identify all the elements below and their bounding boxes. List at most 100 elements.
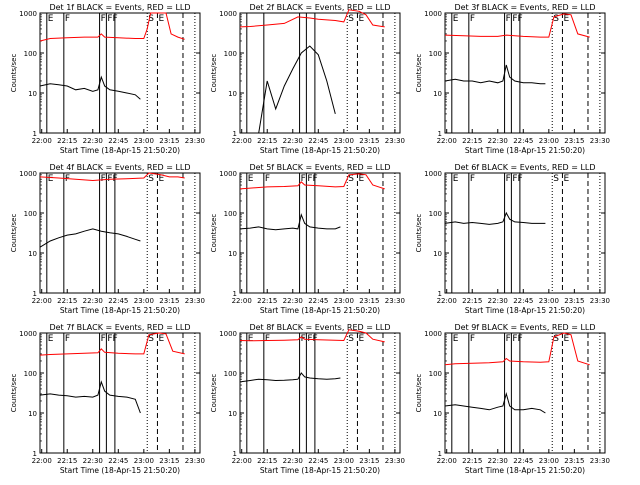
y-tick-label: 1000 (19, 330, 37, 338)
event-marker-label: F (506, 334, 511, 344)
event-marker-label: E (48, 334, 54, 344)
x-tick-label: 22:15 (462, 297, 482, 305)
event-marker-label: E (453, 174, 459, 184)
y-tick-label: 10 (228, 250, 237, 258)
event-marker-label: S (148, 14, 154, 24)
panel-title: Det 1f BLACK = Events, RED = LLD (49, 3, 190, 12)
x-tick-label: 23:30 (385, 457, 405, 465)
y-tick-label: 10 (433, 250, 442, 258)
event-marker-label: S (348, 334, 354, 344)
plot-frame (239, 332, 401, 454)
y-tick-label: 100 (429, 370, 442, 378)
panel-title: Det 6f BLACK = Events, RED = LLD (454, 163, 595, 172)
panel-title: Det 3f BLACK = Events, RED = LLD (454, 3, 595, 12)
x-tick-label: 23:15 (564, 457, 584, 465)
plot-frame (39, 12, 201, 134)
x-tick-label: 23:00 (134, 137, 154, 145)
x-tick-label: 22:30 (83, 457, 103, 465)
events-series-line (444, 392, 546, 414)
event-marker-label: E (358, 334, 364, 344)
panel-title: Det 5f BLACK = Events, RED = LLD (249, 163, 390, 172)
x-tick-label: 22:45 (108, 297, 128, 305)
y-tick-label: 100 (24, 370, 37, 378)
x-tick-label: 23:00 (539, 137, 559, 145)
x-tick-label: 23:30 (185, 137, 205, 145)
event-marker-label: F (470, 14, 475, 24)
y-axis-label: Counts/sec (210, 214, 218, 253)
y-axis-label: Counts/sec (415, 214, 423, 253)
y-tick-label: 1000 (19, 10, 37, 18)
event-marker-label: E (563, 14, 569, 24)
x-tick-label: 22:30 (283, 457, 303, 465)
y-tick-label: 1000 (424, 330, 442, 338)
event-marker-label: F (265, 174, 270, 184)
event-marker-label: E (563, 174, 569, 184)
x-tick-label: 22:45 (108, 137, 128, 145)
x-axis-label: Start Time (18-Apr-15 21:50:20) (465, 146, 585, 155)
x-tick-label: 22:15 (257, 457, 277, 465)
x-tick-label: 22:45 (513, 297, 533, 305)
x-tick-label: 22:30 (83, 137, 103, 145)
y-tick-label: 1000 (424, 170, 442, 178)
x-tick-label: 23:30 (590, 457, 610, 465)
event-marker-label: F (470, 174, 475, 184)
y-tick-label: 1000 (424, 10, 442, 18)
event-marker-label: FF (307, 174, 317, 184)
lld-series-line (444, 13, 590, 38)
x-axis-label: Start Time (18-Apr-15 21:50:20) (260, 306, 380, 315)
plot-frame (444, 332, 606, 454)
plot-frame (444, 12, 606, 134)
event-marker-label: E (48, 14, 54, 24)
event-marker-label: S (348, 14, 354, 24)
y-axis-label: Counts/sec (210, 374, 218, 413)
y-tick-label: 1 (33, 450, 37, 458)
panel-title: Det 4f BLACK = Events, RED = LLD (49, 163, 190, 172)
event-marker-label: FF (107, 14, 117, 24)
x-tick-label: 22:15 (57, 457, 77, 465)
y-tick-label: 1 (33, 290, 37, 298)
y-tick-label: 10 (228, 410, 237, 418)
x-tick-label: 22:45 (308, 297, 328, 305)
x-tick-label: 23:15 (159, 297, 179, 305)
lld-series-line (239, 173, 385, 190)
plot-frame (39, 172, 201, 294)
x-tick-label: 22:00 (232, 457, 252, 465)
x-tick-label: 23:15 (564, 137, 584, 145)
x-tick-label: 22:00 (437, 457, 457, 465)
x-tick-label: 23:30 (590, 297, 610, 305)
event-marker-label: F (101, 334, 106, 344)
event-marker-label: S (553, 14, 559, 24)
y-tick-label: 10 (433, 410, 442, 418)
detector-panel: Det 5f BLACK = Events, RED = LLD 1 10 100 10… (210, 163, 405, 315)
y-tick-label: 1 (438, 130, 442, 138)
x-tick-label: 22:15 (57, 297, 77, 305)
x-tick-label: 23:00 (334, 137, 354, 145)
y-tick-label: 10 (28, 250, 37, 258)
x-axis-label: Start Time (18-Apr-15 21:50:20) (60, 146, 180, 155)
panel-title: Det 8f BLACK = Events, RED = LLD (249, 323, 390, 332)
x-tick-label: 23:30 (385, 137, 405, 145)
x-tick-label: 23:15 (359, 137, 379, 145)
x-axis-label: Start Time (18-Apr-15 21:50:20) (260, 146, 380, 155)
x-tick-label: 23:00 (134, 297, 154, 305)
y-tick-label: 1000 (219, 10, 237, 18)
panel-title: Det 7f BLACK = Events, RED = LLD (49, 323, 190, 332)
y-axis-label: Counts/sec (210, 54, 218, 93)
lld-series-line (239, 329, 385, 343)
x-tick-label: 22:30 (488, 137, 508, 145)
x-tick-label: 22:30 (283, 297, 303, 305)
y-tick-label: 10 (28, 90, 37, 98)
y-tick-label: 1000 (19, 170, 37, 178)
x-tick-label: 23:00 (539, 297, 559, 305)
x-tick-label: 22:45 (513, 457, 533, 465)
event-marker-label: F (301, 334, 306, 344)
event-marker-label: E (248, 174, 254, 184)
detector-panel: Det 9f BLACK = Events, RED = LLD 1 10 100 10… (415, 323, 610, 475)
event-marker-label: S (553, 334, 559, 344)
event-marker-label: E (158, 174, 164, 184)
event-marker-label: S (148, 334, 154, 344)
x-axis-label: Start Time (18-Apr-15 21:50:20) (465, 466, 585, 475)
y-tick-label: 1 (233, 290, 237, 298)
y-tick-label: 1000 (219, 330, 237, 338)
